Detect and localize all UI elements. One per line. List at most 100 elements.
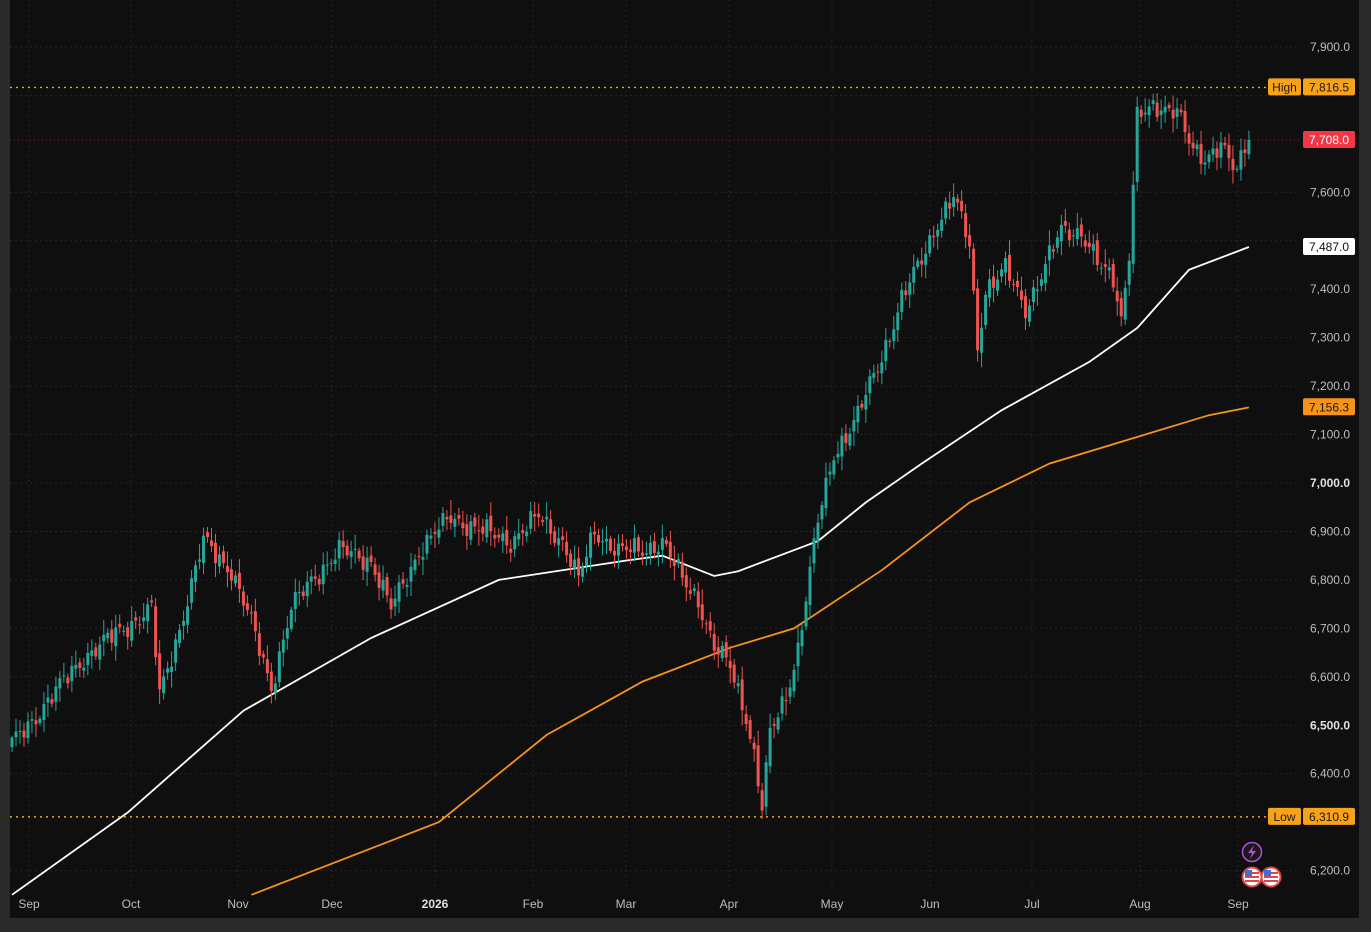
candle-body xyxy=(433,531,437,534)
candle-body xyxy=(178,629,182,644)
candle-body xyxy=(317,578,321,585)
candle-body xyxy=(34,720,38,725)
candle-body xyxy=(445,516,449,520)
candle-body xyxy=(708,621,712,631)
candle-body xyxy=(1055,237,1059,248)
candle-body xyxy=(1019,290,1023,300)
lightning-glyph xyxy=(1248,845,1256,859)
candle-body xyxy=(154,606,158,658)
candle-body xyxy=(712,633,716,651)
x-axis-tick-label: Aug xyxy=(1129,897,1150,911)
candle-body xyxy=(417,556,421,558)
candle-body xyxy=(333,559,337,565)
ma-slow-price-tag-box xyxy=(1303,398,1355,416)
candle-body xyxy=(940,219,944,231)
candle-body xyxy=(832,460,836,475)
candle-body xyxy=(225,565,229,573)
candle-body xyxy=(1008,254,1011,281)
x-axis-tick-label: 2026 xyxy=(422,897,449,911)
candle-body xyxy=(497,534,501,538)
candle-body xyxy=(62,675,66,677)
candle-body xyxy=(198,559,202,562)
candle-body xyxy=(409,566,413,582)
candle-body xyxy=(601,541,605,543)
x-axis-tick-label: Apr xyxy=(720,897,739,911)
candle-body xyxy=(217,554,221,567)
candle-body xyxy=(1075,228,1079,240)
candle-body xyxy=(1215,148,1219,158)
candle-body xyxy=(952,197,956,208)
y-axis-tick-label: 6,200.0 xyxy=(1310,864,1350,878)
candle-body xyxy=(888,341,892,343)
high-price-tag-box xyxy=(1303,78,1355,96)
chart-panel[interactable] xyxy=(10,0,1359,918)
candle-body xyxy=(1115,290,1119,302)
candle-body xyxy=(525,531,529,537)
candle-body xyxy=(632,538,636,553)
candle-body xyxy=(868,376,872,394)
candle-body xyxy=(740,679,744,711)
candle-body xyxy=(1223,142,1227,146)
x-axis-tick-label: Mar xyxy=(616,897,637,911)
candle-body xyxy=(620,543,624,547)
candle-body xyxy=(640,552,644,556)
candle-body xyxy=(984,294,988,326)
candle-body xyxy=(353,548,357,550)
candle-body xyxy=(756,745,760,787)
candle-body xyxy=(90,650,94,656)
candle-body xyxy=(589,532,593,558)
candle-body xyxy=(138,624,142,626)
candle-body xyxy=(162,676,166,694)
candle-body xyxy=(337,539,341,559)
candle-body xyxy=(688,590,692,594)
candle-body xyxy=(1167,104,1171,109)
candle-body xyxy=(257,633,261,656)
candle-body xyxy=(94,647,98,657)
candle-body xyxy=(780,696,784,714)
us-flag-icon[interactable] xyxy=(1260,866,1282,888)
candle-body xyxy=(1035,289,1039,292)
y-axis-tick-label: 7,900.0 xyxy=(1310,40,1350,54)
moving-average-slow-line xyxy=(251,406,1250,896)
candle-body xyxy=(852,420,856,432)
candle-body xyxy=(988,279,992,298)
candle-body xyxy=(369,555,373,563)
candle-body xyxy=(1151,100,1155,105)
candle-body xyxy=(517,533,521,540)
candle-body xyxy=(896,312,900,331)
candle-body xyxy=(58,678,62,689)
candle-body xyxy=(992,276,996,288)
candle-body xyxy=(30,719,34,721)
candle-body xyxy=(66,677,70,684)
candle-body xyxy=(325,564,329,566)
candle-body xyxy=(301,591,305,597)
candle-body xyxy=(221,551,225,563)
candle-body xyxy=(453,518,457,527)
y-axis: 6,200.0 6,400.0 6,500.0 6,600.0 6,700.0 6,800… xyxy=(1310,40,1350,878)
candle-body xyxy=(481,526,485,534)
candle-body xyxy=(541,519,545,522)
moving-averages xyxy=(11,246,1250,896)
candle-body xyxy=(860,403,864,408)
candle-body xyxy=(824,477,828,509)
candle-body xyxy=(804,601,808,627)
candle-body xyxy=(281,639,285,653)
candle-body xyxy=(285,627,289,639)
candle-body xyxy=(928,235,932,254)
candle-body xyxy=(788,687,792,697)
candle-body xyxy=(764,762,768,807)
x-axis-tick-label: Dec xyxy=(321,897,342,911)
candle-body xyxy=(1047,245,1051,261)
candle-body xyxy=(449,515,453,523)
candle-body xyxy=(190,578,194,603)
candle-body xyxy=(1079,224,1083,237)
candle-body xyxy=(46,697,50,703)
candle-body xyxy=(972,248,976,291)
candle-body xyxy=(1063,220,1067,226)
candle-body xyxy=(86,652,90,665)
candle-body xyxy=(1203,162,1207,165)
us-flag-icon[interactable] xyxy=(1241,866,1263,888)
candle-body xyxy=(277,651,281,683)
candle-body xyxy=(1043,264,1047,284)
